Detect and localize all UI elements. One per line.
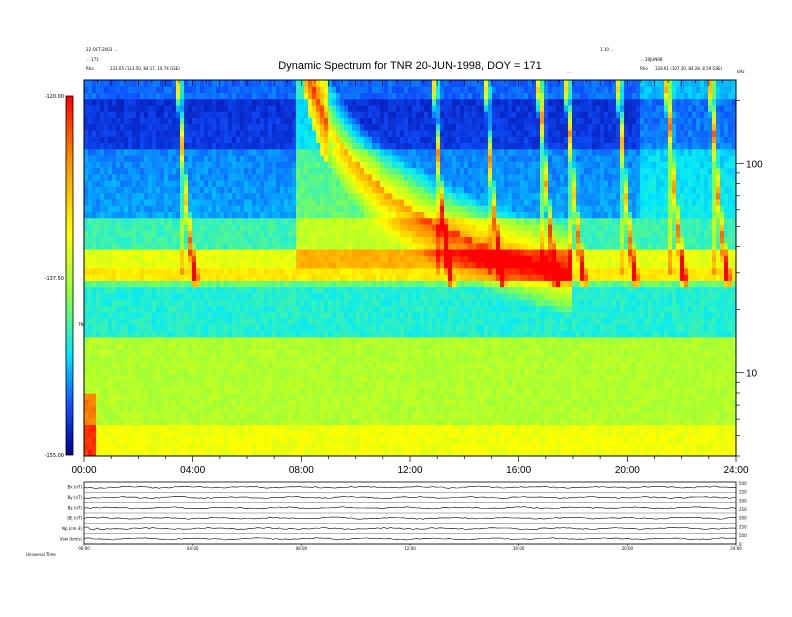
right-axis-tick: 250: [739, 507, 747, 512]
lower-x-tick-label: 16:00: [513, 546, 525, 551]
series-line: [83, 495, 736, 500]
lower-x-tick-label: 12:00: [404, 546, 416, 551]
solar-wind-panel: Bx (nT) By (nT) Bz (nT) |B| (nT) Np (cm-3) Vs…: [26, 481, 747, 557]
series-line: [83, 516, 737, 520]
lower-x-tick-label: 24:00: [730, 546, 742, 551]
x-tick-label: 16:00: [506, 465, 531, 476]
right-axis-tick: 250: [739, 524, 747, 529]
time-axis: 00:00 04:00 08:00 12:00 16:00 20:00 24:00: [71, 456, 749, 476]
colorbar-tick-bottom: -155.00: [45, 453, 64, 459]
right-axis-tick: 250: [739, 490, 747, 495]
spectrogram-heatmap: [84, 80, 737, 457]
x-tick-label: 08:00: [289, 465, 314, 476]
header-left-line3: 131.05 (113.50, 84.17, 10.74 GSE): [110, 66, 180, 71]
x-tick-label: 20:00: [615, 465, 640, 476]
colorbar-label: TNR: [77, 322, 86, 327]
frequency-axis: 10 100: [736, 99, 763, 457]
lower-x-tick-label: 00:00: [78, 546, 90, 551]
right-axis-tick: 500: [739, 498, 747, 503]
series-line: [83, 506, 737, 510]
series-label: Bz (nT): [68, 505, 83, 510]
x-tick-label: 24:00: [723, 465, 748, 476]
header-right-line1: 1.10 ...: [600, 47, 614, 52]
right-axis-tick: 500: [739, 533, 747, 538]
chart-title: Dynamic Spectrum for TNR 20-JUN-1998, DO…: [278, 60, 541, 72]
series-label: By (nT): [68, 495, 83, 500]
header-left-line2: ... 171: [86, 57, 99, 62]
colorbar-frame: [65, 95, 74, 456]
header-rho-label-right: Rho: [640, 66, 648, 71]
x-tick-label: 12:00: [397, 465, 422, 476]
series-label: |B| (nT): [67, 516, 82, 521]
right-axis-tick: 500: [739, 481, 747, 486]
top-time-ticks: [83, 80, 737, 86]
y-unit-label: kHz: [737, 69, 744, 74]
lower-x-tick-label: 08:00: [296, 546, 308, 551]
series-line: [83, 537, 737, 541]
header-right-line3: 128.61 (107.30, 84.28, 8.59 GSE): [655, 66, 723, 71]
series-line: [83, 526, 737, 531]
colorbar-tick-top: -120.00: [45, 94, 64, 100]
x-tick-label: 00:00: [71, 465, 96, 476]
header-mark-label: ...: [567, 69, 571, 74]
series-label: Np (cm-3): [62, 526, 82, 531]
series-label: Bx (nT): [68, 485, 83, 490]
x-tick-label: 04:00: [180, 465, 205, 476]
header-right-line2: ... 20JUN98: [640, 57, 663, 62]
lower-x-tick-label: 20:00: [622, 546, 634, 551]
header-rho-label-left: Rho: [86, 66, 94, 71]
right-axis-tick: 0: [739, 542, 742, 547]
colorbar-tick-mid: -137.50: [45, 276, 64, 282]
series-line: [83, 485, 737, 489]
header-left-line1: 22-OCT-2003 ...: [86, 47, 117, 52]
lower-x-tick-label: 04:00: [187, 546, 199, 551]
y-tick-label: 10: [746, 369, 758, 380]
colorbar: [66, 96, 73, 455]
right-axis-tick: 500: [739, 516, 747, 521]
series-label: Vsw (km/s): [60, 536, 83, 541]
y-tick-label: 100: [746, 159, 763, 170]
lower-x-axis-label: Universal Time: [26, 552, 56, 557]
